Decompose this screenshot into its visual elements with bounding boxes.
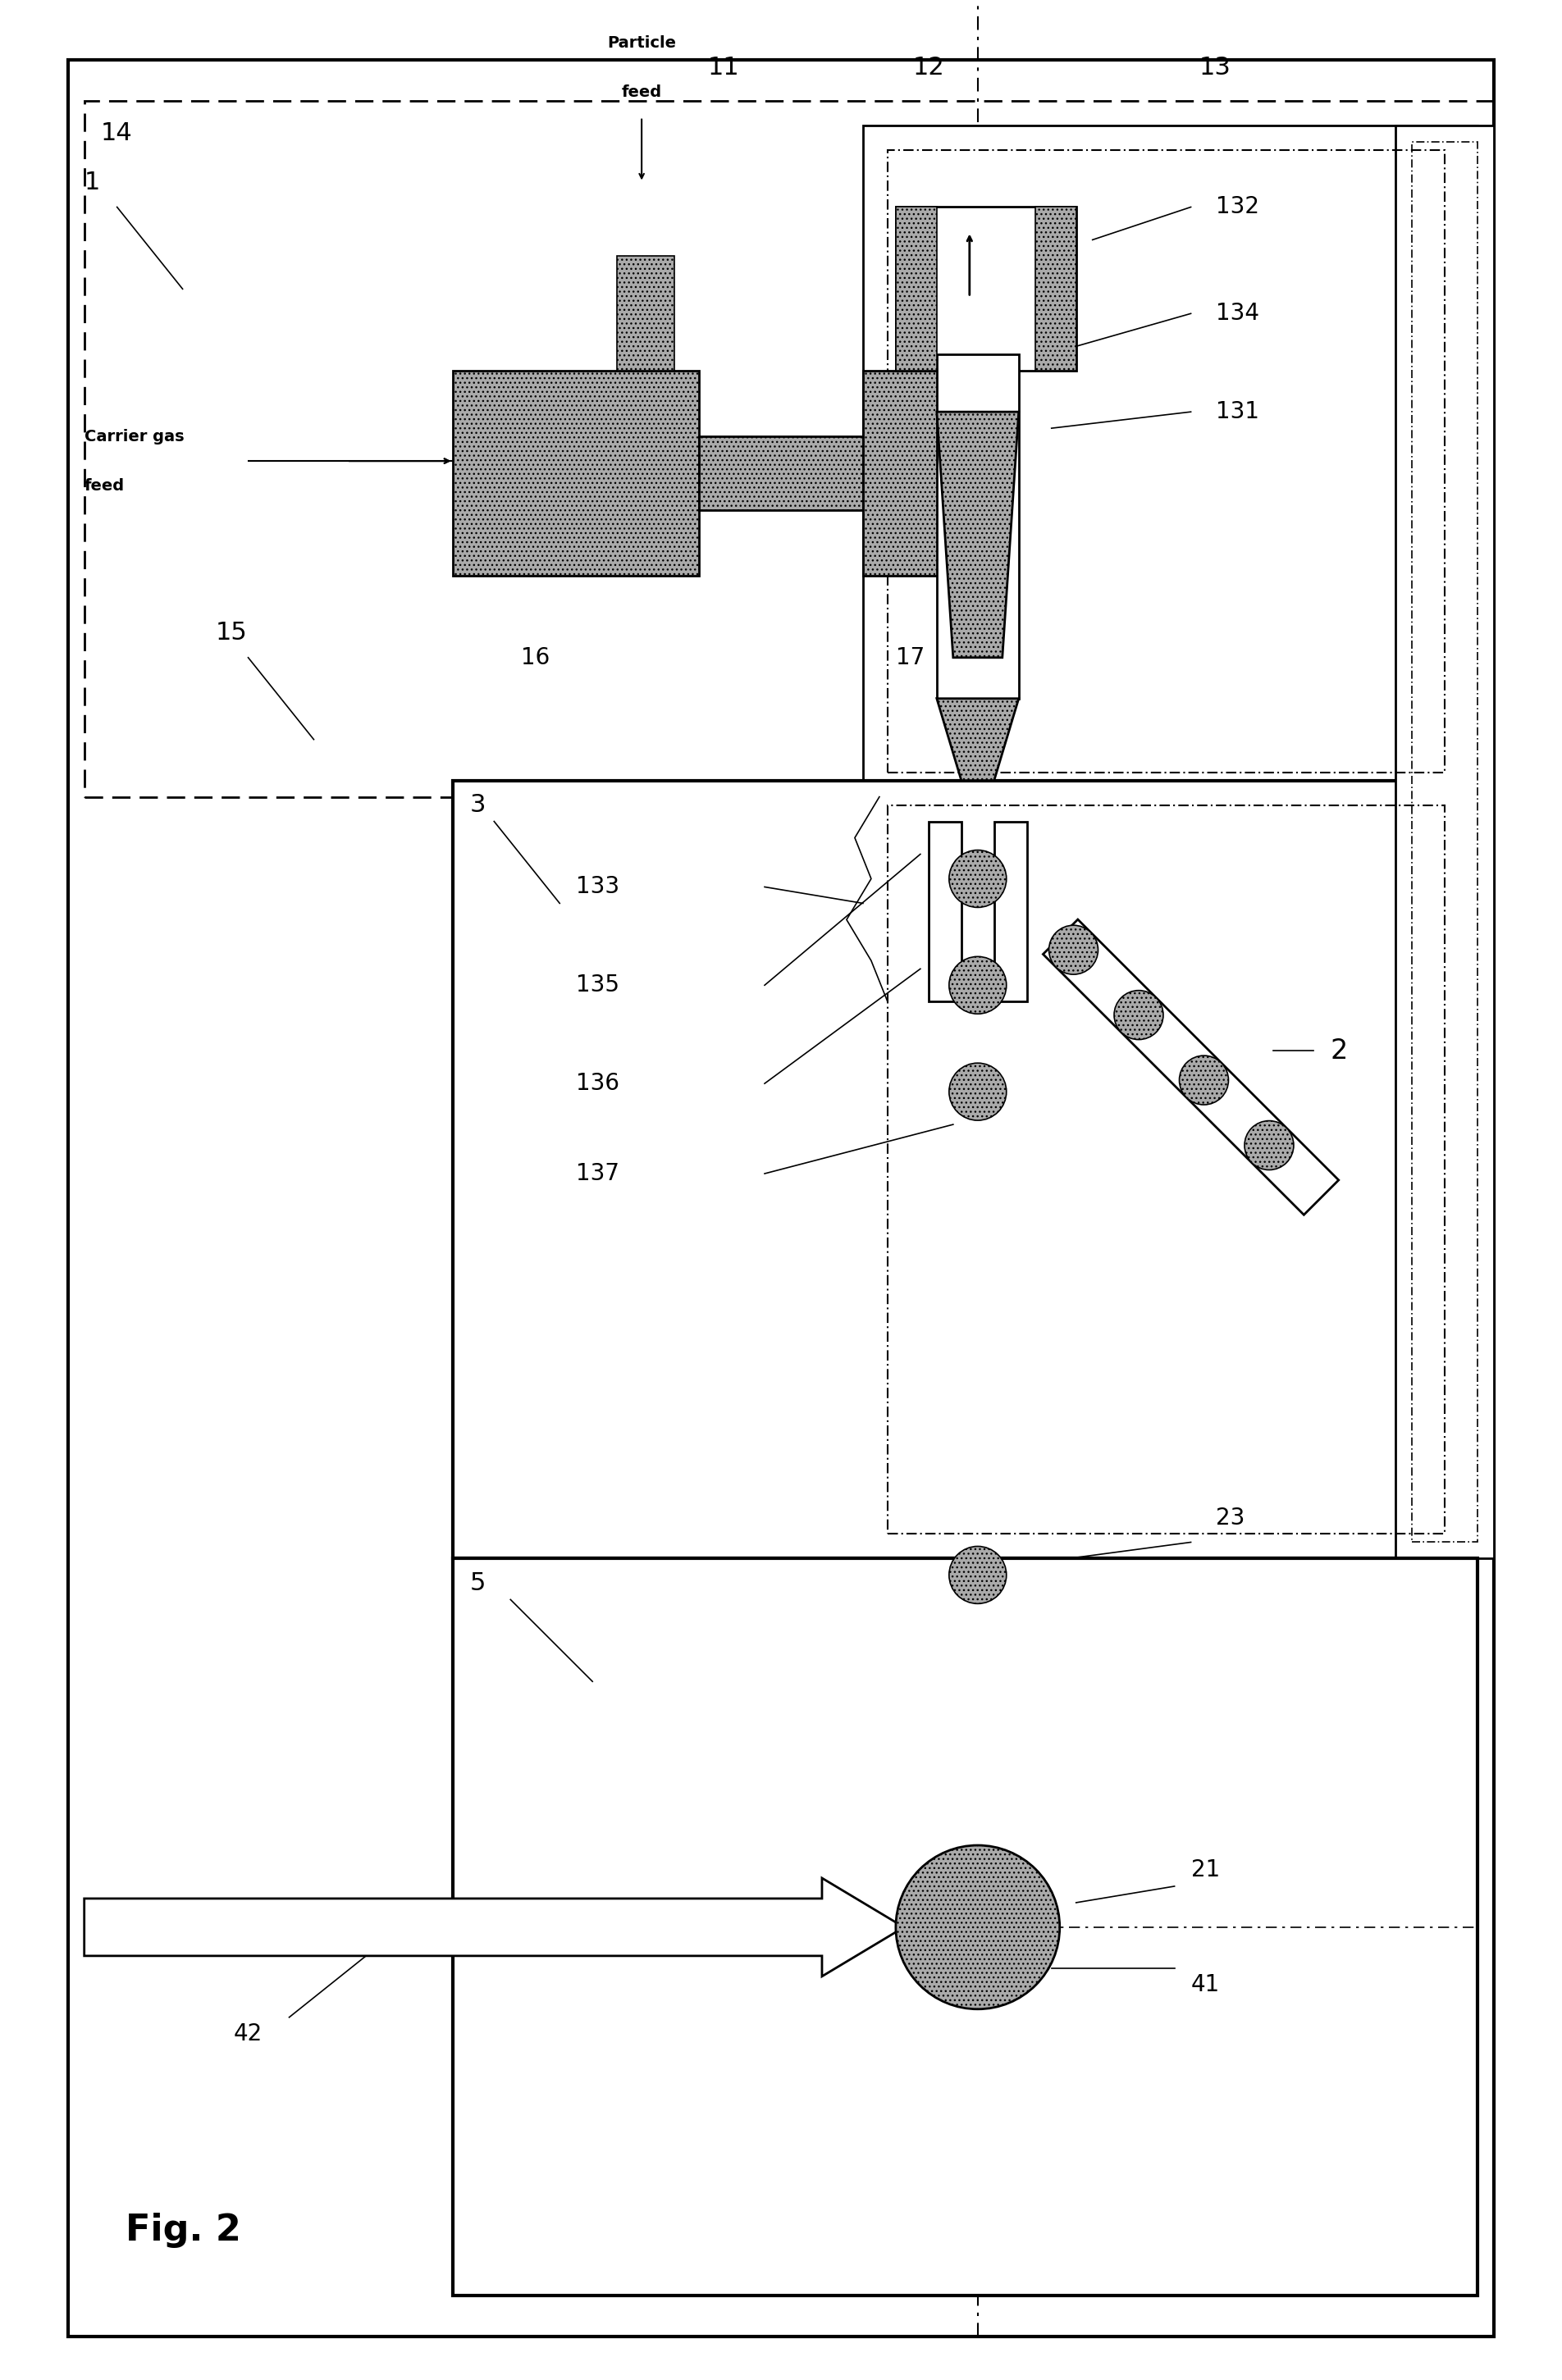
Bar [617,257,675,371]
Bar [453,371,700,576]
Text: 14: 14 [100,121,133,145]
Circle shape [1245,1121,1293,1171]
Text: Fig. 2: Fig. 2 [125,2213,241,2249]
FancyArrow shape [84,1878,904,1975]
Text: 42: 42 [234,2023,262,2044]
Text: Carrier gas: Carrier gas [84,428,184,445]
Text: 21: 21 [1190,1859,1220,1880]
Text: 41: 41 [1190,1973,1220,1997]
Text: 3: 3 [470,793,486,816]
Circle shape [1179,1057,1228,1104]
Text: feed: feed [622,86,662,100]
Text: feed: feed [84,478,125,493]
Bar [993,821,1026,1002]
Text: 16: 16 [520,645,550,669]
Text: 12: 12 [912,55,945,79]
Text: 23: 23 [1215,1507,1245,1528]
Text: 5: 5 [470,1571,486,1595]
Bar [862,371,1011,576]
Polygon shape [937,697,1018,781]
Bar [1396,126,1495,1559]
Text: 135: 135 [576,973,620,997]
Text: Particle: Particle [608,36,676,50]
Text: 13: 13 [1200,55,1231,79]
Text: 132: 132 [1215,195,1259,219]
Text: 131: 131 [1215,400,1259,424]
Bar [453,1559,1478,2297]
Text: 133: 133 [576,876,620,897]
Text: 1: 1 [84,171,100,195]
Bar [84,100,1495,797]
Bar [862,126,1478,797]
Text: 11: 11 [708,55,739,79]
Text: 137: 137 [576,1161,620,1185]
Bar [700,436,862,509]
Bar [895,207,1076,371]
Circle shape [1114,990,1164,1040]
Text: 17: 17 [895,645,925,669]
Bar [928,821,961,1002]
Text: 134: 134 [1215,302,1259,326]
Circle shape [950,1547,1006,1604]
Text: 15: 15 [216,621,248,645]
Circle shape [950,957,1006,1014]
Circle shape [950,1064,1006,1121]
Bar [887,150,1445,771]
Bar [887,804,1445,1535]
Polygon shape [937,412,1018,657]
Bar [1036,207,1076,371]
Circle shape [950,850,1006,907]
Bar [1412,140,1478,1542]
Circle shape [1050,926,1098,973]
Text: 136: 136 [576,1071,620,1095]
Polygon shape [1043,919,1339,1214]
Circle shape [895,1845,1059,2009]
Bar [453,781,1478,1559]
Bar [895,207,937,371]
Bar [937,355,1018,697]
Text: 2: 2 [1331,1038,1348,1064]
